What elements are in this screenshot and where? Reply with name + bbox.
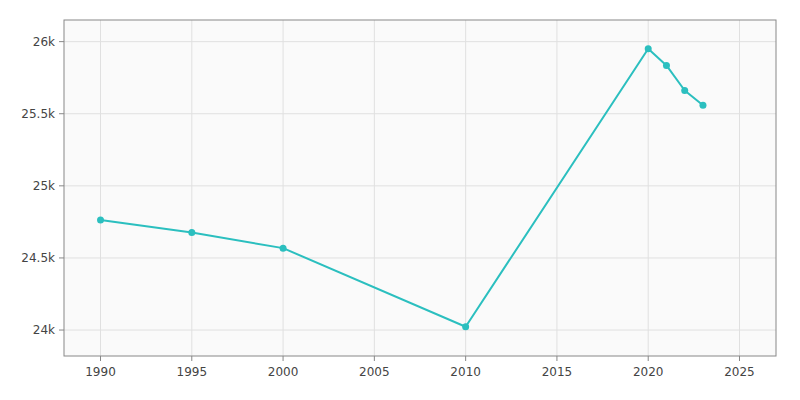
x-tick (191, 356, 192, 361)
x-tick (739, 356, 740, 361)
y-grid-line (64, 257, 776, 258)
page: {"chart_data": {"type": "line", "x": [19… (0, 0, 800, 400)
point (280, 245, 287, 252)
y-tick-label: 25k (33, 179, 55, 193)
point (663, 62, 670, 69)
y-grid-line (64, 41, 776, 42)
x-tick-label: 1990 (85, 365, 116, 379)
point (462, 323, 469, 330)
y-tick-label: 25.5k (21, 107, 55, 121)
y-tick (59, 185, 64, 186)
plot-background (64, 20, 776, 356)
x-grid-line (739, 20, 740, 356)
line (101, 49, 703, 327)
y-tick-label: 24.5k (21, 251, 55, 265)
x-grid-line (191, 20, 192, 356)
y-tick (59, 330, 64, 331)
axes: 1990 1995 2000 2005 2010 2015 2020 2025 24k 24.5k… (21, 35, 754, 379)
x-grid-line (465, 20, 466, 356)
x-tick (100, 356, 101, 361)
x-tick-label: 2005 (359, 365, 390, 379)
x-grid-line (100, 20, 101, 356)
x-tick (648, 356, 649, 361)
chart: 1990 1995 2000 2005 2010 2015 2020 2025 24k 24.5k… (0, 0, 800, 400)
y-grid-line (64, 113, 776, 114)
series (97, 45, 706, 330)
x-tick-label: 2020 (633, 365, 664, 379)
x-tick (556, 356, 557, 361)
x-tick (283, 356, 284, 361)
x-tick-label: 1995 (177, 365, 208, 379)
x-grid-line (374, 20, 375, 356)
y-tick (59, 41, 64, 42)
point (97, 217, 104, 224)
x-tick-label: 2015 (542, 365, 573, 379)
x-tick (374, 356, 375, 361)
x-grid-line (648, 20, 649, 356)
point (188, 229, 195, 236)
y-grid-line (64, 330, 776, 331)
x-tick-label: 2010 (450, 365, 481, 379)
point (681, 87, 688, 94)
plot-frame (64, 20, 776, 356)
x-tick-label: 2000 (268, 365, 299, 379)
y-tick-label: 26k (33, 35, 55, 49)
y-grid-line (64, 185, 776, 186)
y-tick-label: 24k (33, 323, 55, 337)
point (645, 45, 652, 52)
x-tick (465, 356, 466, 361)
chart-container: 1990 1995 2000 2005 2010 2015 2020 2025 24k 24.5k… (0, 0, 800, 400)
y-tick (59, 113, 64, 114)
point (699, 102, 706, 109)
y-tick (59, 257, 64, 258)
x-tick-label: 2025 (724, 365, 755, 379)
x-grid-line (283, 20, 284, 356)
grid (64, 20, 776, 356)
